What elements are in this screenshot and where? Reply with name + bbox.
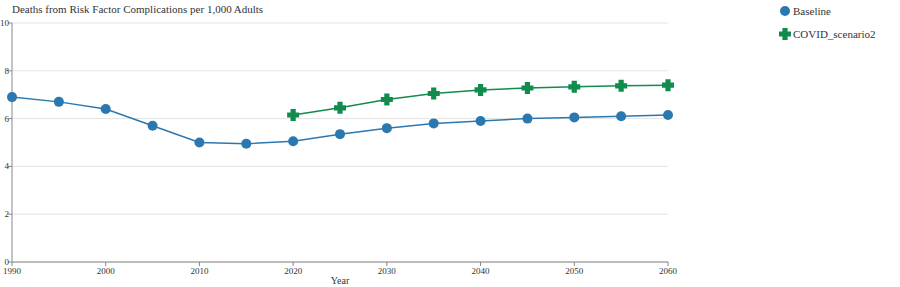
point	[521, 82, 533, 94]
grid-line	[12, 70, 668, 71]
point	[334, 102, 346, 114]
point	[475, 84, 487, 96]
x-tick-label: 2050	[565, 266, 584, 276]
x-tick-label: 2010	[190, 266, 209, 276]
y-tick-label: 2	[5, 209, 10, 219]
point	[335, 129, 345, 139]
point	[7, 92, 17, 102]
point	[287, 109, 299, 121]
point	[101, 104, 111, 114]
point	[663, 110, 673, 120]
x-tick-label: 1990	[3, 266, 22, 276]
point	[54, 97, 64, 107]
x-tick-label: 2060	[659, 266, 678, 276]
x-tick-label: 2000	[97, 266, 116, 276]
y-tick-label: 4	[5, 161, 10, 171]
legend-label: Baseline	[793, 5, 831, 17]
point	[568, 81, 580, 93]
point	[288, 136, 298, 146]
grid-line	[12, 166, 668, 167]
point	[381, 93, 393, 105]
legend: Baseline COVID_scenario2	[779, 5, 875, 40]
y-tick-label: 10	[0, 18, 10, 28]
x-tick-label: 2020	[284, 266, 303, 276]
point	[616, 111, 626, 121]
point	[148, 121, 158, 131]
x-tick-label: 2030	[378, 266, 397, 276]
chart: Deaths from Risk Factor Complications pe…	[0, 0, 900, 287]
title: Deaths from Risk Factor Complications pe…	[12, 3, 263, 15]
grid-line	[12, 262, 668, 263]
point	[194, 138, 204, 148]
point	[522, 114, 532, 124]
series-line	[12, 97, 668, 144]
y-tick-label: 6	[5, 114, 10, 124]
legend-marker	[779, 28, 791, 40]
grid-line	[12, 214, 668, 215]
x-tick-label: 2040	[472, 266, 491, 276]
grid-line	[12, 23, 668, 24]
y-tick-label: 8	[5, 66, 10, 76]
x-axis	[12, 262, 668, 263]
point	[429, 118, 439, 128]
point	[662, 79, 674, 91]
legend-marker	[780, 6, 790, 16]
point	[428, 88, 440, 100]
x-axis-label: Year	[331, 275, 350, 286]
y-axis	[12, 23, 13, 262]
point	[569, 112, 579, 122]
point	[241, 139, 251, 149]
plot-area	[7, 79, 674, 149]
point	[615, 80, 627, 92]
point	[476, 116, 486, 126]
point	[382, 123, 392, 133]
legend-label: COVID_scenario2	[793, 28, 875, 40]
